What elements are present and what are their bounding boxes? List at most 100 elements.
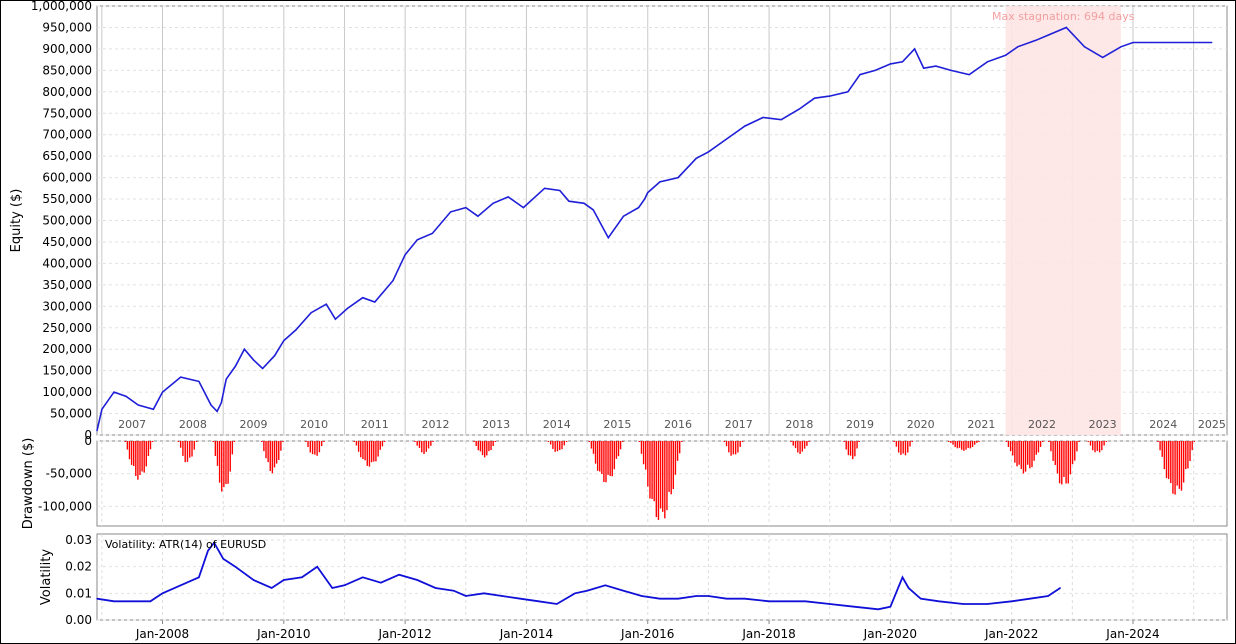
equity-point — [1120, 46, 1122, 48]
drawdown-bar — [488, 441, 490, 452]
year-label: 2007 — [118, 418, 146, 431]
drawdown-bar — [314, 441, 316, 455]
drawdown-bar — [145, 441, 147, 467]
year-label: 2018 — [785, 418, 813, 431]
equity-point — [762, 116, 764, 119]
x-tick-label: Jan-2012 — [377, 627, 431, 641]
equity-point — [644, 198, 646, 200]
equity-point — [161, 391, 164, 393]
equity-point — [874, 69, 876, 71]
drawdown-bar — [858, 441, 860, 442]
volatility-point — [1029, 597, 1031, 600]
drawdown-bar — [611, 441, 613, 477]
volatility-point — [889, 605, 892, 608]
volatility-point — [234, 565, 236, 568]
y-tick-label: 850,000 — [42, 63, 92, 77]
drawdown-bar — [193, 441, 195, 450]
drawdown-bar — [1163, 441, 1166, 470]
drawdown-bar — [723, 441, 725, 442]
drawdown-bar — [269, 441, 271, 472]
volatility-point — [149, 600, 152, 603]
drawdown-bar — [147, 441, 150, 456]
equity-point — [638, 207, 640, 209]
drawdown-bar — [1092, 441, 1094, 451]
equity-point — [137, 404, 139, 406]
drawdown-bar — [280, 441, 282, 451]
drawdown-bar — [642, 441, 645, 465]
equity-point — [252, 359, 255, 361]
volatility-point — [574, 592, 576, 595]
drawdown-bar — [1159, 441, 1161, 451]
drawdown-bar — [135, 441, 137, 476]
year-label: 2019 — [846, 418, 874, 431]
equity-point — [1083, 46, 1086, 48]
drawdown-bar — [1037, 441, 1040, 453]
drawdown-bar — [311, 441, 314, 455]
volatility-axis-title: Volatility — [39, 549, 54, 605]
drawdown-bar — [681, 441, 683, 442]
volatility-point — [380, 581, 382, 584]
drawdown-bar — [952, 441, 954, 445]
volatility-point — [398, 573, 400, 576]
equity-point — [334, 318, 336, 320]
drawdown-bar — [432, 441, 434, 442]
drawdown-bar — [556, 441, 559, 452]
drawdown-bar — [852, 441, 854, 460]
equity-point — [1132, 41, 1134, 44]
equity-point — [220, 402, 222, 404]
drawdown-bar — [368, 441, 371, 467]
equity-point — [404, 254, 406, 256]
equity-point — [210, 404, 212, 406]
equity-point — [622, 215, 625, 217]
drawdown-bar — [739, 441, 741, 447]
year-label: 2014 — [543, 418, 571, 431]
drawdown-bar — [971, 441, 974, 448]
drawdown-bar — [1024, 441, 1027, 472]
volatility-point — [556, 603, 558, 605]
volatility-point — [962, 603, 964, 605]
drawdown-bar — [320, 441, 323, 447]
drawdown-bar — [552, 441, 554, 449]
drawdown-bar — [950, 441, 952, 443]
drawdown-bar — [186, 441, 189, 462]
drawdown-bar — [373, 441, 375, 462]
drawdown-bar — [377, 441, 379, 457]
x-tick-label: Jan-2016 — [620, 627, 674, 641]
drawdown-bar — [847, 441, 850, 456]
y-tick-label: 50,000 — [50, 407, 92, 421]
equity-point — [950, 69, 952, 71]
equity-point — [744, 125, 746, 127]
drawdown-bar — [223, 441, 225, 488]
equity-point — [261, 367, 264, 370]
equity-point — [1150, 41, 1152, 44]
equity-point — [507, 196, 509, 198]
drawdown-bar — [1180, 441, 1183, 491]
volatility-point — [586, 589, 588, 592]
drawdown-bar — [911, 441, 913, 442]
equity-point — [243, 348, 245, 350]
drawdown-bar — [216, 441, 219, 466]
drawdown-bar — [275, 441, 278, 464]
equity-point — [847, 91, 849, 93]
drawdown-bar — [969, 441, 972, 449]
drawdown-bar — [1009, 441, 1012, 452]
drawdown-bar — [430, 441, 432, 446]
drawdown-bar — [1193, 441, 1196, 442]
equity-point — [725, 138, 728, 140]
drawdown-bar — [225, 441, 227, 485]
year-label: 2017 — [725, 418, 753, 431]
equity-point — [374, 301, 376, 303]
drawdown-bar — [666, 441, 668, 511]
drawdown-bar — [318, 441, 321, 453]
drawdown-bar — [849, 441, 852, 456]
volatility-tick-label: 0.02 — [65, 560, 92, 574]
drawdown-bar — [265, 441, 267, 459]
volatility-point — [252, 579, 255, 581]
drawdown-bar — [1027, 441, 1029, 465]
volatility-point — [695, 595, 697, 597]
stagnation-annotation: Max stagnation: 694 days — [992, 10, 1135, 23]
drawdown-bar — [1170, 441, 1172, 484]
equity-point — [274, 355, 276, 357]
drawdown-bar — [1187, 441, 1189, 469]
x-tick-label: Jan-2010 — [256, 627, 310, 641]
